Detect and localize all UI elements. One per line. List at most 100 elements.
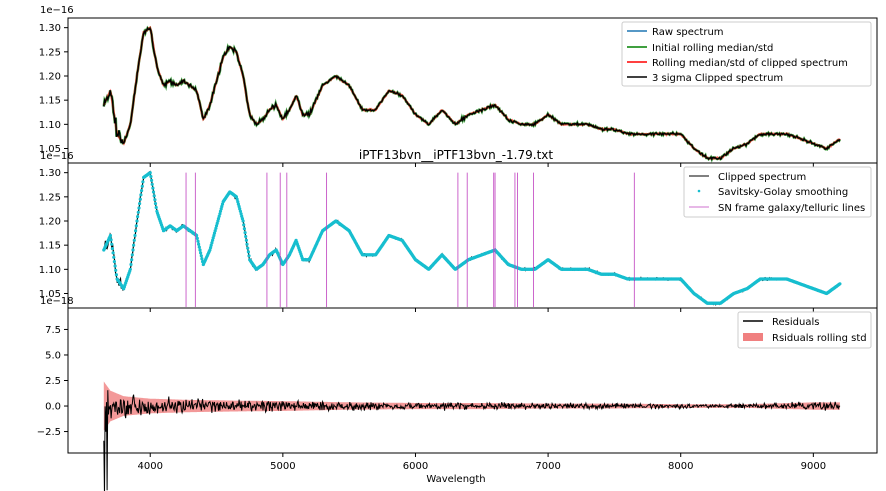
plot-area-middle	[102, 170, 842, 308]
savgol-point	[197, 242, 201, 246]
savgol-point	[150, 178, 154, 182]
legend-item-initial-rolling: Initial rolling median/std	[652, 43, 773, 54]
savgol-point	[239, 212, 243, 216]
savgol-point	[153, 202, 158, 206]
x-tick-label: 6000	[403, 461, 428, 472]
savgol-point	[153, 198, 157, 202]
savgol-point	[195, 233, 199, 238]
y-tick-label: 5.0	[45, 350, 61, 361]
savgol-point	[138, 197, 142, 201]
savgol-point	[215, 221, 219, 225]
savgol-point	[140, 184, 144, 188]
legend-item-rolling-std: Rsiduals rolling std	[772, 333, 867, 344]
savgol-point	[210, 241, 214, 245]
savgol-point	[128, 267, 132, 271]
savgol-point	[133, 233, 137, 238]
savgol-point	[216, 219, 220, 223]
y-tick-label: 1.05	[39, 144, 61, 155]
savgol-point	[235, 197, 239, 201]
savgol-point	[244, 238, 248, 242]
savgol-point	[198, 248, 202, 252]
legend-top: Raw spectrum Initial rolling median/std …	[621, 21, 872, 87]
scale-label-top: 1e−16	[40, 5, 74, 16]
savgol-point	[131, 248, 135, 252]
savgol-point	[151, 186, 155, 190]
savgol-point	[218, 209, 223, 213]
savgol-point	[242, 223, 246, 227]
savgol-point	[199, 254, 203, 258]
savgol-point	[238, 207, 242, 211]
savgol-point	[114, 273, 118, 277]
savgol-point	[114, 268, 118, 272]
x-tick-label: 8000	[668, 461, 693, 472]
savgol-point	[136, 210, 140, 214]
series-savgol-points	[102, 171, 842, 305]
y-tick-label: 1.30	[39, 23, 61, 34]
savgol-point	[246, 250, 250, 254]
x-tick-label: 9000	[801, 461, 826, 472]
savgol-point	[219, 207, 223, 211]
savgol-point	[213, 229, 217, 233]
savgol-point	[132, 243, 136, 247]
legend-item-clipped: 3 sigma Clipped spectrum	[652, 73, 783, 84]
savgol-point	[240, 217, 244, 221]
savgol-point	[151, 190, 156, 194]
y-tick-label: 1.15	[39, 241, 61, 252]
savgol-point	[245, 242, 249, 246]
panel-top	[102, 25, 842, 163]
x-tick-label: 4000	[137, 461, 162, 472]
y-tick-label: 1.10	[39, 120, 61, 131]
savgol-point	[140, 189, 144, 193]
x-axis-title: Wavelength	[426, 474, 485, 485]
savgol-point	[242, 227, 246, 231]
savgol-point	[244, 234, 248, 239]
savgol-point	[136, 215, 140, 219]
series-clipped-line	[103, 26, 841, 162]
savgol-point	[138, 202, 142, 206]
savgol-point	[132, 238, 136, 242]
savgol-point	[137, 206, 141, 210]
savgol-point	[139, 193, 143, 197]
savgol-point	[112, 260, 116, 264]
savgol-point	[211, 236, 215, 240]
savgol-point	[220, 204, 224, 209]
savgol-point	[236, 200, 240, 204]
y-tick-label: 1.30	[39, 168, 61, 179]
savgol-point	[237, 204, 241, 209]
savgol-point	[208, 248, 212, 252]
x-tick-label: 7000	[535, 461, 560, 472]
legend-item-savgol: Savitsky-Golay smoothing	[718, 187, 848, 198]
savgol-point	[247, 254, 251, 258]
legend-item-residuals: Residuals	[772, 317, 819, 328]
savgol-point	[199, 251, 203, 255]
savgol-point	[108, 233, 112, 238]
savgol-point	[236, 202, 240, 206]
legend-item-rolling-clipped: Rolling median/std of clipped spectrum	[652, 58, 848, 69]
savgol-point	[150, 182, 154, 186]
savgol-point	[211, 238, 215, 242]
x-tick-label: 5000	[270, 461, 295, 472]
scale-label-bottom: 1e−18	[40, 296, 74, 307]
savgol-point	[110, 247, 114, 251]
savgol-point	[838, 282, 842, 286]
y-tick-label: 0.0	[45, 402, 61, 413]
savgol-point	[218, 212, 222, 216]
savgol-point	[209, 246, 213, 250]
y-tick-label: 1.25	[39, 47, 61, 58]
legend-item-clipped-spectrum: Clipped spectrum	[718, 172, 806, 183]
y-tick-label: −2.5	[37, 427, 61, 438]
y-tick-label: 1.15	[39, 96, 61, 107]
savgol-point	[195, 236, 199, 240]
savgol-point	[212, 233, 216, 238]
y-tick-label: 1.25	[39, 192, 61, 203]
savgol-point	[217, 214, 221, 218]
savgol-point	[241, 219, 245, 223]
savgol-point	[214, 224, 219, 228]
savgol-point	[110, 242, 114, 246]
savgol-point	[134, 229, 138, 233]
savgol-point	[243, 231, 247, 235]
savgol-point	[130, 253, 134, 257]
savgol-point	[109, 238, 113, 242]
savgol-point	[130, 258, 134, 262]
y-tick-label: 2.5	[45, 376, 61, 387]
